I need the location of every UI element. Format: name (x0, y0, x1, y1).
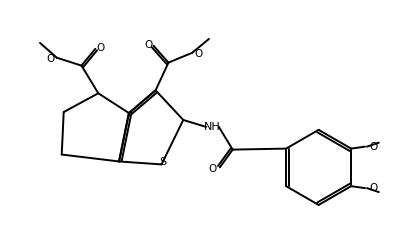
Text: O: O (369, 142, 377, 152)
Text: O: O (145, 40, 153, 50)
Text: O: O (194, 49, 202, 59)
Text: O: O (96, 43, 104, 53)
Text: NH: NH (203, 122, 220, 132)
Text: S: S (159, 158, 166, 168)
Text: O: O (47, 54, 55, 64)
Text: O: O (369, 183, 377, 193)
Text: O: O (209, 164, 217, 174)
